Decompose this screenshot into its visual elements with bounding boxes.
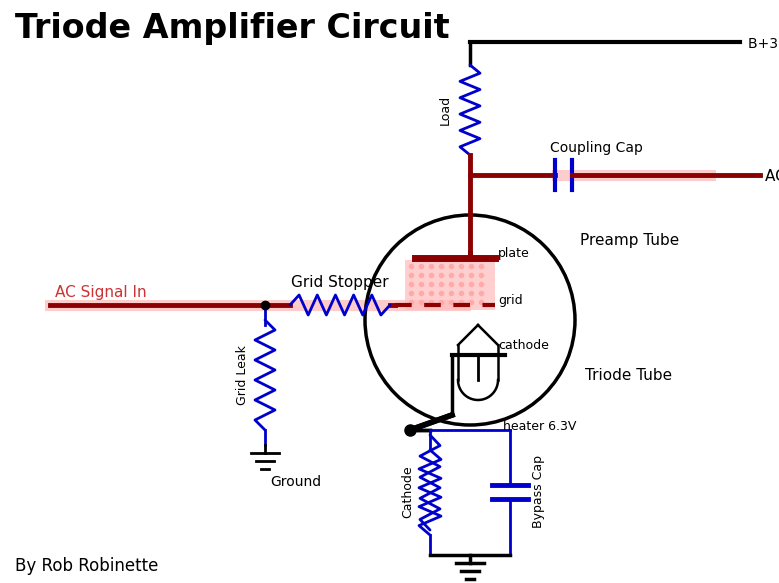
Text: Coupling Cap: Coupling Cap — [550, 141, 643, 155]
Text: Ground: Ground — [270, 475, 321, 489]
Text: AC Signal In: AC Signal In — [55, 285, 146, 300]
Text: grid: grid — [498, 294, 523, 307]
Text: Triode Amplifier Circuit: Triode Amplifier Circuit — [15, 12, 449, 45]
Text: heater 6.3V: heater 6.3V — [503, 420, 576, 433]
Text: Preamp Tube: Preamp Tube — [580, 233, 679, 248]
Text: Cathode: Cathode — [401, 466, 414, 518]
Text: B+3 250V DC: B+3 250V DC — [748, 37, 779, 51]
Bar — [405, 260, 495, 310]
Text: Load: Load — [439, 95, 452, 125]
Text: Triode Tube: Triode Tube — [585, 367, 672, 382]
Text: Grid Leak: Grid Leak — [237, 345, 249, 405]
Text: plate: plate — [498, 247, 530, 260]
Text: Grid Stopper: Grid Stopper — [291, 275, 389, 290]
Text: cathode: cathode — [498, 339, 549, 352]
Text: By Rob Robinette: By Rob Robinette — [15, 557, 158, 575]
Text: Bypass Cap: Bypass Cap — [532, 455, 545, 529]
Text: AC Signal Out: AC Signal Out — [765, 170, 779, 184]
